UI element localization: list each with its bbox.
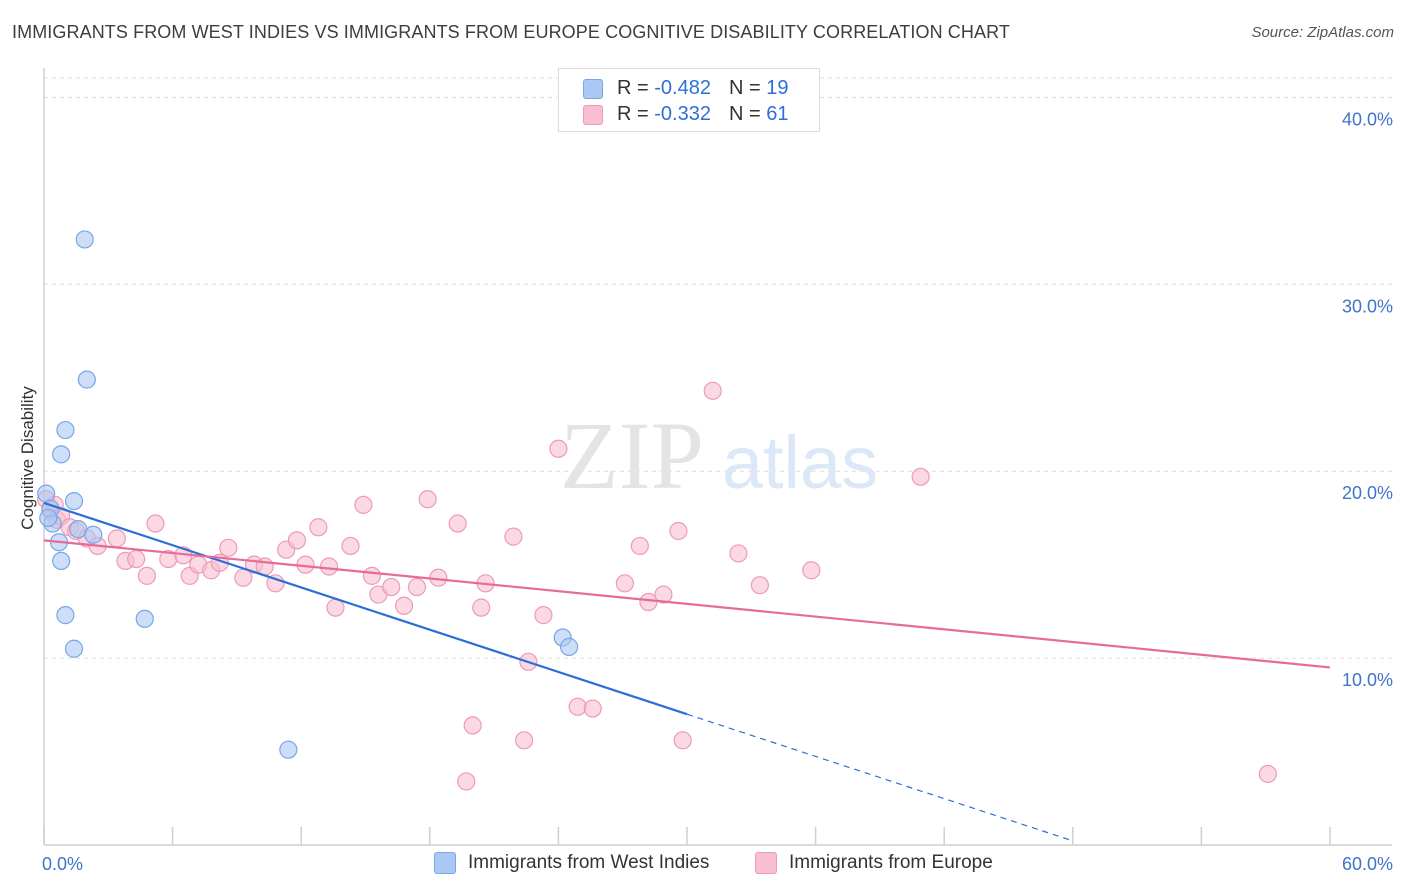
legend-swatch-blue [583, 78, 603, 99]
point-west-indies [279, 740, 298, 759]
legend-row-europe: R = -0.332 N = 61 [583, 103, 788, 126]
axes [43, 68, 1392, 846]
point-europe [394, 596, 414, 615]
legend-n-value: 61 [766, 103, 789, 125]
point-europe [127, 549, 146, 569]
correlation-legend: R = -0.482 N = 19 R = -0.332 N = 61 [558, 68, 820, 132]
point-europe [1258, 764, 1277, 784]
point-west-indies [135, 609, 154, 628]
chart-title: IMMIGRANTS FROM WEST INDIES VS IMMIGRANT… [12, 22, 1010, 42]
point-europe [107, 529, 126, 548]
point-europe [448, 514, 467, 533]
point-europe [319, 557, 339, 576]
point-europe [615, 574, 634, 593]
point-europe [146, 514, 165, 533]
trend-line-extension-west-indies [686, 713, 1073, 842]
point-europe [266, 574, 285, 593]
y-tick-label: 10.0% [1342, 670, 1393, 690]
point-europe [418, 490, 437, 509]
point-europe [362, 566, 382, 585]
point-europe [568, 697, 587, 716]
point-europe [534, 606, 553, 625]
point-europe [549, 439, 568, 458]
bottom-legend-label: Immigrants from West Indies [468, 852, 710, 873]
watermark: ZIP atlas [560, 402, 878, 509]
watermark-atlas: atlas [722, 421, 878, 504]
point-west-indies [75, 230, 94, 249]
point-europe [583, 699, 602, 718]
legend-r-value: -0.482 [654, 77, 711, 99]
source-credit: Source: ZipAtlas.com [1251, 24, 1394, 41]
point-europe [750, 576, 769, 595]
point-europe [407, 577, 427, 597]
point-europe [802, 561, 821, 580]
point-west-indies [52, 551, 71, 571]
point-europe [729, 544, 748, 563]
legend-r-label: R = [617, 103, 649, 125]
bottom-legend-swatch-pink [755, 852, 777, 874]
point-europe [911, 467, 930, 486]
point-west-indies [84, 525, 103, 544]
legend-n-value: 19 [766, 77, 789, 99]
point-europe [219, 538, 238, 557]
point-europe [457, 772, 476, 791]
legend-r-value: -0.332 [654, 103, 711, 125]
point-europe [463, 716, 482, 735]
point-west-indies [37, 484, 56, 503]
bottom-legend-europe: Immigrants from Europe [755, 852, 993, 874]
point-europe [515, 731, 534, 750]
trend-line-europe [43, 539, 1331, 669]
point-europe [639, 592, 658, 612]
point-europe [309, 518, 328, 537]
point-europe [472, 598, 491, 617]
point-west-indies [39, 508, 58, 528]
point-west-indies [56, 606, 75, 625]
point-west-indies [64, 491, 84, 511]
point-europe [504, 527, 523, 546]
point-west-indies [77, 370, 96, 389]
point-west-indies [56, 420, 75, 440]
y-axis-label: Cognitive Disability [18, 386, 37, 530]
y-tick-label: 30.0% [1342, 296, 1393, 316]
point-europe [630, 536, 649, 556]
y-tick-label: 20.0% [1342, 483, 1393, 503]
point-europe [354, 495, 373, 514]
bottom-legend-label: Immigrants from Europe [789, 852, 993, 873]
point-europe [703, 381, 722, 400]
point-europe [382, 577, 401, 597]
point-europe [654, 585, 673, 604]
point-west-indies [64, 639, 84, 658]
point-west-indies [560, 637, 579, 656]
x-tick-label-min: 0.0% [42, 854, 83, 874]
point-europe [673, 731, 692, 750]
x-tick-label-max: 60.0% [1342, 854, 1393, 874]
legend-row-west-indies: R = -0.482 N = 19 [583, 77, 788, 100]
bottom-legend-swatch-blue [434, 852, 456, 874]
legend-swatch-pink [583, 104, 603, 125]
trend-lines [43, 501, 1331, 842]
y-tick-label: 40.0% [1342, 109, 1393, 129]
legend-r-label: R = [617, 77, 649, 99]
trend-line-west-indies [43, 501, 688, 716]
bottom-legend-west-indies: Immigrants from West Indies [434, 852, 709, 874]
legend-n-label: N = [728, 103, 761, 125]
tick-labels: 10.0% 20.0% 30.0% 40.0% 0.0% 60.0% [42, 109, 1393, 874]
point-europe [341, 536, 360, 556]
legend-n-label: N = [728, 77, 761, 99]
watermark-zip: ZIP [560, 402, 704, 509]
point-europe [669, 521, 688, 541]
data-points [37, 230, 1277, 791]
point-europe [137, 566, 156, 585]
point-europe [287, 531, 307, 550]
point-west-indies [52, 445, 71, 464]
